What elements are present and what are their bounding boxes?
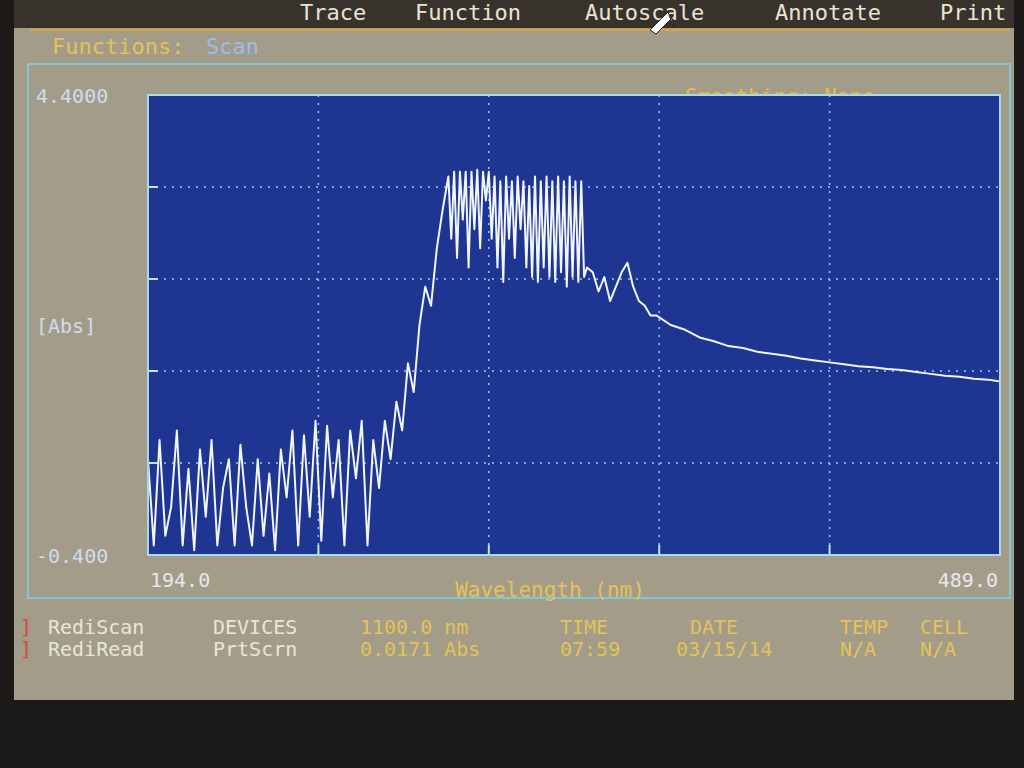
status-text: N/A [920,637,956,661]
menu-item: Trace [300,0,366,25]
status-text: 03/15/14 [676,637,772,661]
status-text: 1100.0 nm [360,615,468,639]
grid-line [148,462,1000,464]
grid-line [148,278,1000,280]
menu-item: Annotate [775,0,881,25]
status-text: DEVICES [213,615,297,639]
minor-tick [317,545,319,555]
functions-label: Functions: [52,34,184,59]
grid-line [658,95,660,555]
x-axis-label: Wavelength (nm) [455,578,645,602]
screen-photo: Trace Function Autoscale Annotate Print Funct… [0,0,1024,768]
y-tick-label: -0.400 [36,544,108,568]
grid-line [148,370,1000,372]
status-text: 07:59 [560,637,620,661]
menu-item: Autoscale [585,0,704,25]
minor-tick [829,545,831,555]
minor-tick [148,370,158,372]
plot-frame [148,95,1000,555]
minor-tick [488,545,490,555]
panel-frame [28,64,1010,598]
status-text: 0.0171 Abs [360,637,480,661]
status-bracket: ] [20,637,32,661]
grid-line [488,95,490,555]
mouse-cursor [650,12,674,34]
x-tick-label: 489.0 [938,568,998,592]
minor-tick [148,278,158,280]
screen [14,0,1014,700]
grid-line [829,95,831,555]
minor-tick [148,186,158,188]
plot-area [148,95,1000,555]
minor-tick [148,462,158,464]
menu-item: Print [940,0,1006,25]
status-text: RediScan [48,615,144,639]
status-text: DATE [690,615,738,639]
functions-value: Scan [206,34,259,59]
spectrum-line [148,170,1000,550]
status-text: PrtScrn [213,637,297,661]
x-tick-label: 194.0 [150,568,210,592]
status-bracket: ] [20,615,32,639]
data-group [148,170,1000,550]
minor-tick [658,545,660,555]
status-text: N/A [840,637,876,661]
status-text: TIME [560,615,608,639]
menu-bar [14,0,1014,28]
status-text: CELL [920,615,968,639]
grid-line [148,186,1000,188]
status-text: RediRead [48,637,144,661]
menu-item: Function [415,0,521,25]
menu-divider [30,29,1010,31]
y-tick-label: 4.4000 [36,84,108,108]
y-axis-label: [Abs] [36,314,96,338]
bezel [0,0,1024,768]
status-text: TEMP [840,615,888,639]
